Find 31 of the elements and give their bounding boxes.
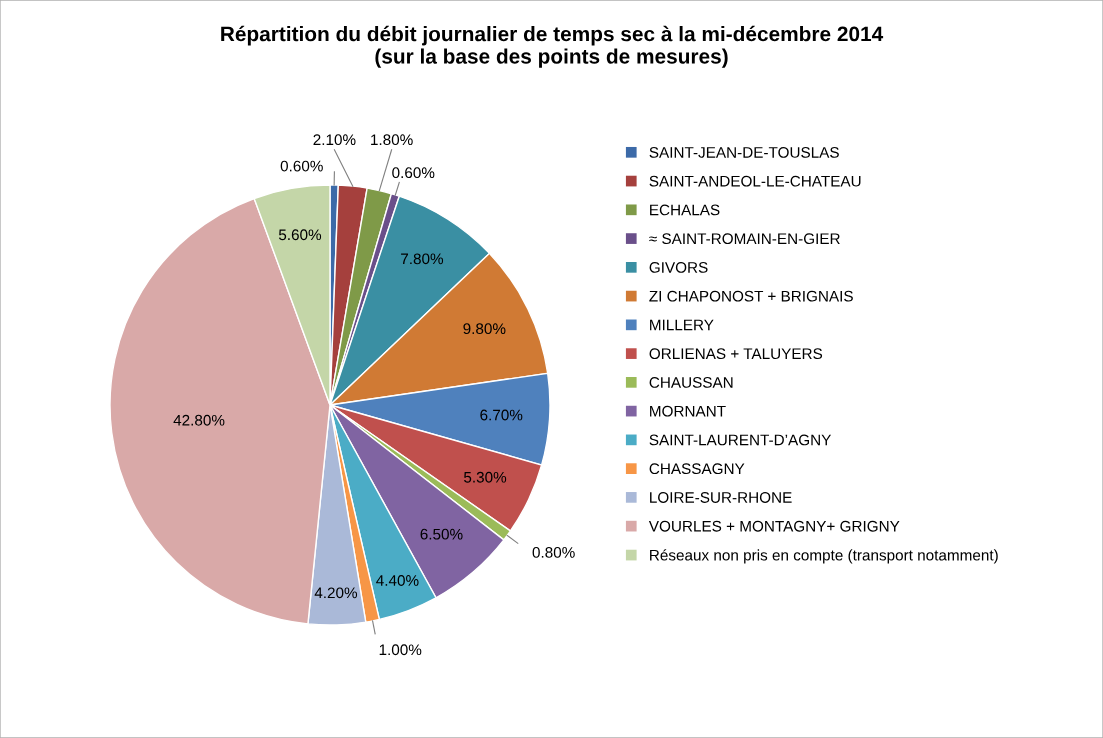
data-label: 4.40%: [376, 575, 419, 586]
data-label: 0.80%: [532, 546, 575, 558]
legend-label: LOIRE-SUR-RHONE: [650, 492, 792, 503]
chart-title: Répartition du débit journalier de temps sec à la mi-décembre 2014 (sur la base des points de mesures): [221, 25, 884, 68]
data-label: 5.60%: [278, 229, 322, 241]
legend-label: SAINT-ANDEOL-LE-CHATEAU: [649, 175, 861, 187]
legend-label: CHAUSSAN: [649, 377, 733, 388]
legend-label: VOURLES + MONTAGNY+ GRIGNY: [648, 520, 900, 532]
data-label: 9.80%: [463, 323, 506, 335]
data-label: 5.30%: [463, 471, 507, 483]
legend-label: GIVORS: [649, 262, 708, 273]
legend-label: SAINT-JEAN-DE-TOUSLAS: [649, 146, 839, 158]
legend-label: CHASSAGNY: [649, 463, 745, 475]
data-label: 6.70%: [480, 409, 523, 421]
legend-label: ORLIENAS + TALUYERS: [649, 348, 823, 360]
data-label: 1.80%: [371, 134, 413, 146]
legend-label: Réseaux non pris en compte (transport notamment): [650, 549, 998, 564]
data-label: 2.10%: [313, 134, 356, 146]
legend-label: SAINT-LAURENT-D’AGNY: [649, 434, 832, 446]
legend-label: ≈ SAINT-ROMAIN-EN-GIER: [649, 233, 840, 245]
data-label: 6.50%: [420, 528, 463, 540]
legend-label: ZI CHAPONOST + BRIGNAIS: [649, 290, 853, 302]
data-label: 0.60%: [280, 160, 323, 172]
data-label: 42.80%: [173, 414, 225, 426]
data-label: 4.20%: [314, 587, 358, 599]
data-label: 1.00%: [379, 644, 422, 656]
legend-label: MORNANT: [650, 405, 726, 417]
legend-label: ECHALAS: [650, 204, 720, 216]
data-label: 7.80%: [401, 253, 444, 265]
legend-label: MILLERY: [650, 319, 714, 331]
data-label: 0.60%: [392, 167, 435, 179]
